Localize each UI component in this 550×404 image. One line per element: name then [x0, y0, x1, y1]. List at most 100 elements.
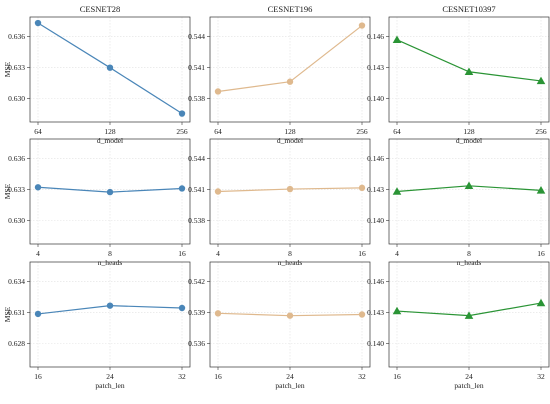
plot-frame — [29, 261, 191, 368]
x-tick-label: 128 — [284, 127, 296, 136]
x-tick-label: 24 — [106, 372, 114, 381]
plot-frame — [388, 16, 550, 123]
y-axis-label: MSE — [3, 61, 12, 77]
data-point — [358, 184, 366, 192]
data-point — [178, 110, 186, 117]
plot-frame — [29, 16, 191, 123]
data-point — [178, 185, 186, 192]
x-tick-label: 16 — [214, 372, 222, 381]
data-point — [214, 88, 222, 95]
y-tick-label: 0.146 — [367, 277, 384, 286]
x-tick-label: 4 — [36, 249, 40, 258]
x-tick-label: 16 — [537, 249, 545, 258]
x-tick-label: 8 — [467, 249, 471, 258]
data-point — [106, 64, 114, 71]
data-point — [464, 67, 474, 76]
x-tick-label: 16 — [358, 249, 366, 258]
y-tick-label: 0.636 — [8, 154, 25, 163]
y-tick-label: 0.143 — [367, 63, 384, 72]
data-point — [464, 181, 474, 190]
plot-frame — [388, 138, 550, 245]
x-tick-label: 256 — [176, 127, 188, 136]
panel-2-1: 16 24 32 0.542 0.539 0.536 patch_len — [188, 261, 371, 390]
plot-frame — [209, 16, 371, 123]
y-tick-label: 0.146 — [367, 32, 384, 41]
y-tick-label: 0.631 — [8, 308, 25, 317]
x-tick-label: 128 — [463, 127, 475, 136]
panel-2-0: 16 24 32 0.634 0.631 0.628 patch_len MSE — [3, 261, 191, 390]
plot-frame — [209, 261, 371, 368]
y-tick-label: 0.630 — [8, 216, 25, 225]
data-point — [214, 310, 222, 317]
x-tick-label: 4 — [216, 249, 220, 258]
data-point — [392, 35, 402, 44]
data-point — [286, 78, 294, 85]
y-tick-label: 0.539 — [188, 308, 205, 317]
data-point — [286, 312, 294, 319]
x-tick-label: 16 — [178, 249, 186, 258]
y-tick-label: 0.538 — [188, 94, 205, 103]
y-tick-label: 0.636 — [8, 32, 25, 41]
y-tick-label: 0.146 — [367, 154, 384, 163]
plot-frame — [209, 138, 371, 245]
y-tick-label: 0.544 — [188, 154, 205, 163]
data-point — [214, 188, 222, 195]
y-tick-label: 0.140 — [367, 339, 384, 348]
data-point — [536, 298, 546, 307]
column-title-cesnet10397: CESNET10397 — [442, 4, 495, 14]
x-tick-label: 256 — [356, 127, 368, 136]
x-axis-label: patch_len — [275, 381, 304, 390]
y-tick-label: 0.541 — [188, 185, 205, 194]
y-tick-label: 0.542 — [188, 277, 205, 286]
data-point — [392, 306, 402, 315]
data-point — [464, 311, 474, 319]
data-point — [106, 302, 114, 309]
x-tick-label: 8 — [108, 249, 112, 258]
y-tick-label: 0.628 — [8, 339, 25, 348]
data-point — [286, 185, 294, 193]
x-tick-label: 64 — [214, 127, 222, 136]
x-tick-label: 32 — [537, 372, 545, 381]
x-tick-label: 32 — [358, 372, 366, 381]
column-title-cesnet196: CESNET196 — [268, 4, 313, 14]
x-axis-label: patch_len — [95, 381, 124, 390]
plot-frame — [388, 261, 550, 368]
y-tick-label: 0.544 — [188, 32, 205, 41]
x-tick-label: 8 — [288, 249, 292, 258]
data-point — [358, 22, 366, 29]
y-axis-label: MSE — [3, 306, 12, 322]
x-tick-label: 64 — [393, 127, 401, 136]
x-tick-label: 24 — [286, 372, 294, 381]
plot-frame — [29, 138, 191, 245]
data-point — [106, 188, 114, 196]
column-title-cesnet28: CESNET28 — [80, 4, 121, 14]
data-point — [34, 184, 42, 191]
x-tick-label: 256 — [535, 127, 547, 136]
y-tick-label: 0.538 — [188, 216, 205, 225]
x-tick-label: 128 — [104, 127, 116, 136]
y-tick-label: 0.143 — [367, 308, 384, 317]
x-tick-label: 24 — [465, 372, 473, 381]
x-tick-label: 32 — [178, 372, 186, 381]
data-point — [536, 186, 546, 194]
data-point — [536, 76, 546, 85]
data-point — [392, 187, 402, 195]
x-tick-label: 16 — [34, 372, 42, 381]
data-point — [34, 19, 42, 27]
x-tick-label: 16 — [393, 372, 401, 381]
y-tick-label: 0.140 — [367, 94, 384, 103]
y-tick-label: 0.634 — [8, 277, 25, 286]
x-tick-label: 64 — [34, 127, 42, 136]
y-tick-label: 0.143 — [367, 185, 384, 194]
y-tick-label: 0.536 — [188, 339, 205, 348]
y-tick-label: 0.630 — [8, 94, 25, 103]
x-tick-label: 4 — [395, 249, 399, 258]
y-axis-label: MSE — [3, 183, 12, 199]
y-tick-label: 0.140 — [367, 216, 384, 225]
